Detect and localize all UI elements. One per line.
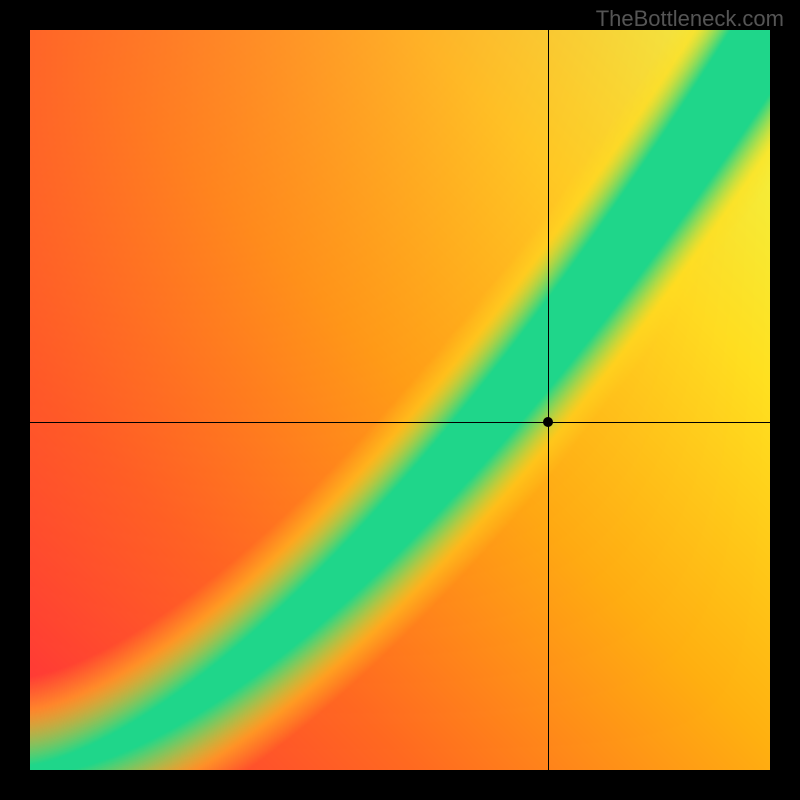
crosshair-vertical xyxy=(548,30,549,770)
crosshair-horizontal xyxy=(30,422,770,423)
bottleneck-heatmap xyxy=(30,30,770,770)
crosshair-marker xyxy=(543,417,553,427)
watermark-text: TheBottleneck.com xyxy=(596,6,784,32)
plot-area xyxy=(30,30,770,770)
